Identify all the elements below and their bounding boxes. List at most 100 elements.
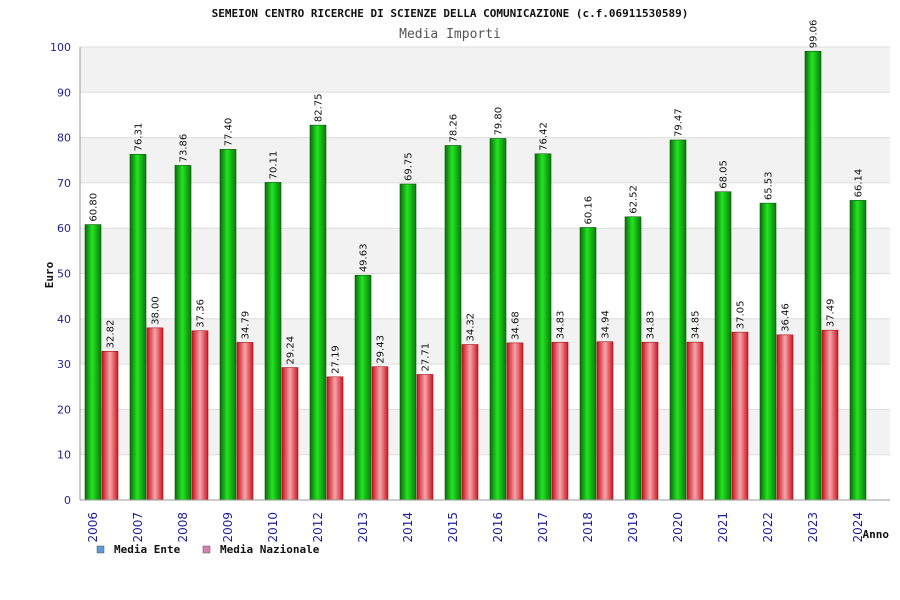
bar-media-nazionale-2008 bbox=[191, 330, 209, 501]
bar-media-ente-2014 bbox=[399, 183, 417, 501]
bar-media-nazionale-2006 bbox=[101, 351, 119, 501]
data-label: 49.63 bbox=[359, 244, 370, 273]
data-label: 77.40 bbox=[224, 118, 235, 147]
chart-title: SEMEION CENTRO RICERCHE DI SCIENZE DELLA… bbox=[212, 7, 689, 20]
bar-media-nazionale-2020 bbox=[686, 341, 704, 501]
bar-media-ente-2016 bbox=[489, 138, 507, 501]
data-label: 37.36 bbox=[196, 299, 207, 328]
x-tick-label: 2008 bbox=[176, 512, 190, 543]
y-tick-label: 10 bbox=[57, 449, 71, 462]
data-label: 36.46 bbox=[781, 303, 792, 332]
plot-band bbox=[80, 364, 890, 410]
x-tick-label: 2010 bbox=[266, 512, 280, 543]
bar-media-nazionale-2013 bbox=[371, 366, 389, 501]
data-label: 34.79 bbox=[241, 311, 252, 340]
data-label: 34.83 bbox=[556, 311, 567, 340]
data-label: 76.31 bbox=[134, 123, 145, 152]
data-label: 65.53 bbox=[764, 172, 775, 201]
data-label: 34.32 bbox=[466, 313, 477, 342]
x-tick-label: 2015 bbox=[446, 512, 460, 543]
bar-media-ente-2019 bbox=[624, 216, 642, 501]
bar-media-ente-2013 bbox=[354, 274, 372, 501]
bar-media-ente-2012 bbox=[309, 124, 327, 501]
y-tick-label: 50 bbox=[57, 268, 71, 281]
x-tick-label: 2018 bbox=[581, 512, 595, 543]
data-label: 73.86 bbox=[179, 134, 190, 163]
x-tick-label: 2022 bbox=[761, 512, 775, 543]
bar-media-nazionale-2017 bbox=[551, 341, 569, 501]
data-label: 68.05 bbox=[719, 160, 730, 189]
plot-band bbox=[80, 228, 890, 274]
data-label: 66.14 bbox=[854, 169, 865, 198]
legend-swatch-media-ente bbox=[96, 545, 105, 554]
data-label: 78.26 bbox=[449, 114, 460, 143]
data-label: 34.85 bbox=[691, 310, 702, 339]
data-label: 37.49 bbox=[826, 299, 837, 328]
x-tick-label: 2006 bbox=[86, 512, 100, 543]
data-label: 34.68 bbox=[511, 311, 522, 340]
bar-media-ente-2008 bbox=[174, 165, 192, 501]
x-axis-label: Anno bbox=[863, 528, 890, 541]
plot-band bbox=[80, 318, 890, 365]
data-label: 79.47 bbox=[674, 108, 685, 137]
plot-band bbox=[80, 182, 890, 229]
plot-band bbox=[80, 137, 890, 183]
x-tick-label: 2013 bbox=[356, 512, 370, 543]
data-label: 60.80 bbox=[89, 193, 100, 222]
bar-media-nazionale-2021 bbox=[731, 331, 749, 501]
x-tick-label: 2020 bbox=[671, 512, 685, 543]
bars bbox=[84, 50, 867, 501]
legend: Media Ente Media Nazionale bbox=[96, 543, 320, 556]
plot-background bbox=[80, 47, 890, 500]
y-tick-label: 100 bbox=[50, 41, 71, 54]
bar-media-ente-2007 bbox=[129, 154, 147, 501]
x-tick-label: 2019 bbox=[626, 512, 640, 543]
bar-media-nazionale-2014 bbox=[416, 374, 434, 501]
y-tick-label: 40 bbox=[57, 313, 71, 326]
y-tick-label: 70 bbox=[57, 177, 71, 190]
x-tick-label: 2007 bbox=[131, 512, 145, 543]
bar-media-nazionale-2018 bbox=[596, 341, 614, 501]
data-label: 70.11 bbox=[269, 151, 280, 180]
y-axis-label: Euro bbox=[43, 261, 56, 288]
bar-media-ente-2010 bbox=[264, 182, 282, 501]
y-tick-label: 60 bbox=[57, 222, 71, 235]
data-label: 38.00 bbox=[151, 296, 162, 325]
bar-media-ente-2022 bbox=[759, 202, 777, 501]
data-label: 99.06 bbox=[809, 20, 820, 49]
bar-media-nazionale-2022 bbox=[776, 334, 794, 501]
chart-subtitle: Media Importi bbox=[399, 27, 501, 42]
bar-media-ente-2024 bbox=[849, 200, 867, 501]
bar-media-ente-2015 bbox=[444, 145, 462, 501]
data-label: 76.42 bbox=[539, 122, 550, 151]
x-tick-label: 2016 bbox=[491, 512, 505, 543]
plot-band bbox=[80, 47, 890, 93]
y-tick-label: 30 bbox=[57, 358, 71, 371]
data-label: 60.16 bbox=[584, 196, 595, 225]
bar-media-nazionale-2016 bbox=[506, 342, 524, 501]
bar-media-ente-2009 bbox=[219, 149, 237, 501]
y-tick-label: 80 bbox=[57, 132, 71, 145]
data-label: 69.75 bbox=[404, 152, 415, 181]
x-tick-label: 2009 bbox=[221, 512, 235, 543]
y-tick-label: 90 bbox=[57, 86, 71, 99]
legend-label-media-ente: Media Ente bbox=[114, 543, 181, 556]
data-label: 32.82 bbox=[106, 320, 117, 349]
bar-media-nazionale-2010 bbox=[281, 367, 299, 501]
y-tick-label: 0 bbox=[64, 494, 71, 507]
bar-media-nazionale-2009 bbox=[236, 342, 254, 501]
bar-media-nazionale-2023 bbox=[821, 329, 839, 501]
x-tick-label: 2021 bbox=[716, 512, 730, 543]
plot-band bbox=[80, 409, 890, 455]
bar-media-ente-2018 bbox=[579, 227, 597, 501]
bar-media-nazionale-2007 bbox=[146, 327, 164, 501]
bar-media-nazionale-2012 bbox=[326, 376, 344, 501]
plot-band bbox=[80, 454, 890, 500]
x-axis-ticks: 2006 2007 2008 2009 2010 2012 2013 2014 2015 2016… bbox=[86, 512, 865, 543]
legend-swatch-media-nazionale bbox=[202, 545, 211, 554]
data-label: 79.80 bbox=[494, 107, 505, 136]
y-axis-ticks: 0 10 20 30 40 50 60 70 80 90 100 bbox=[50, 41, 71, 507]
data-label: 34.83 bbox=[646, 311, 657, 340]
y-tick-label: 20 bbox=[57, 403, 71, 416]
